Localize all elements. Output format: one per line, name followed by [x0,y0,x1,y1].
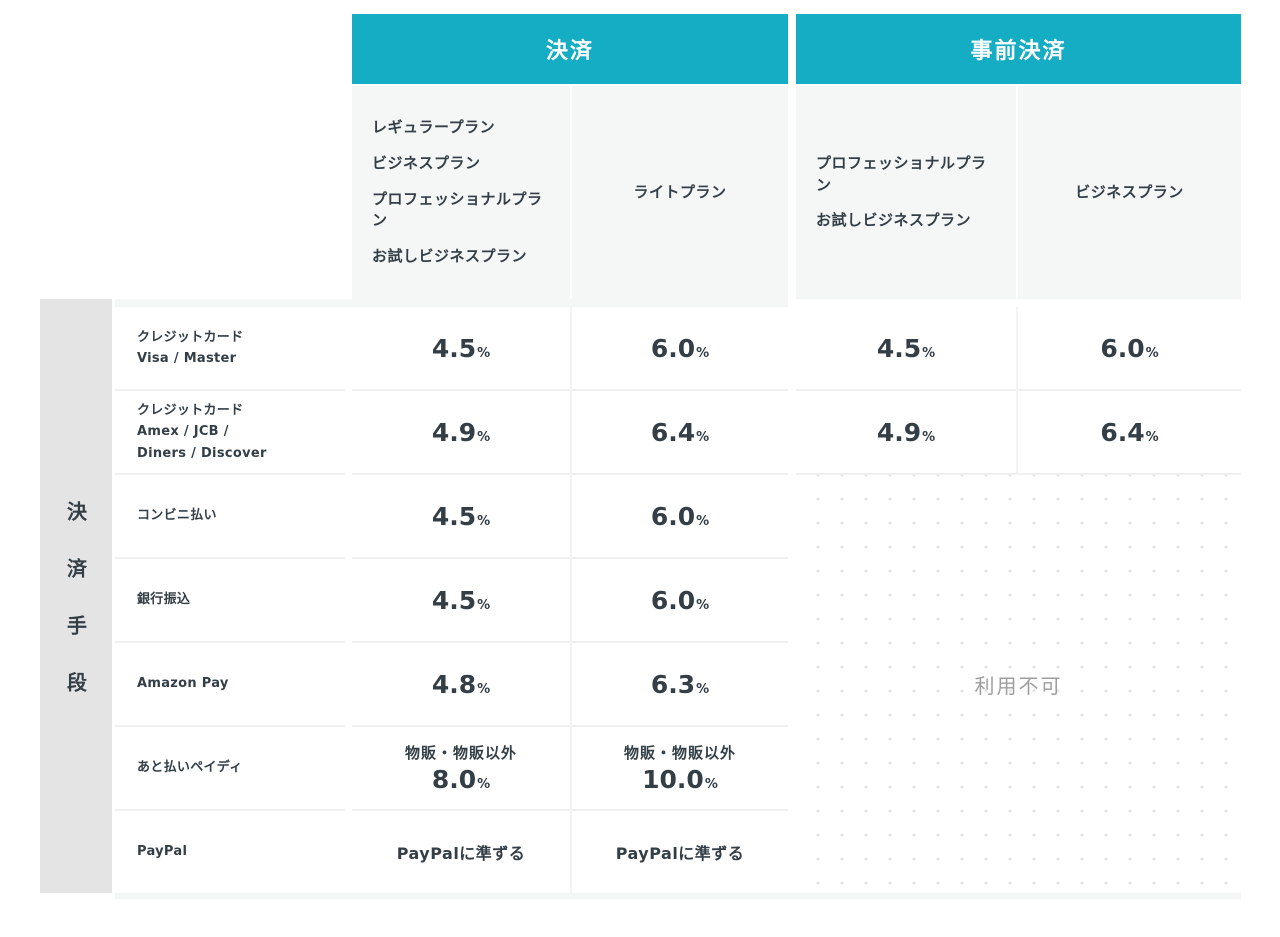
fee-cell: 6.0% [570,307,788,391]
fee-cell: 4.5% [352,475,570,559]
plan-column-header-business: ビジネスプラン [1018,86,1241,299]
row-label-konbini: コンビニ払い [115,475,345,559]
group-header-payment: 決済 [352,14,788,84]
plan-column-header-professional-group: プロフェッショナルプラン お試しビジネスプラン [796,86,1016,299]
plan-name: ビジネスプラン [372,153,481,172]
plan-name: レギュラープラン [372,118,496,137]
fee-cell: 4.5% [352,307,570,391]
row-label-paidy: あと払いペイディ [115,727,345,811]
row-label-line: Amazon Pay [137,676,229,692]
fee-cell: 6.0% [570,559,788,643]
row-label-line: Visa / Master [137,351,237,366]
row-label-line: 銀行振込 [137,592,191,608]
payment-methods-axis: 決済手段 [40,299,112,893]
fee-note: 物販・物販以外 [623,744,736,762]
fee-cell: 6.0% [570,475,788,559]
fee-cell: 6.3% [570,643,788,727]
unavailable-label: 利用不可 [974,673,1063,698]
fee-cell: PayPalに準ずる [352,811,570,895]
fee-note: 物販・物販以外 [404,744,517,762]
row-label-line: Diners / Discover [137,445,267,461]
row-label-line: あと払いペイディ [137,760,243,776]
plan-column-header-regular-group: レギュラープラン ビジネスプラン プロフェッショナルプラン お試しビジネスプラン [352,86,570,299]
fee-cell: PayPalに準ずる [570,811,788,895]
fee-cell: 4.9% [796,391,1016,475]
plan-name: お試しビジネスプラン [816,211,972,230]
plan-name: プロフェッショナルプラン [816,153,987,194]
row-label-credit-visa-master: クレジットカード Visa / Master [115,307,345,391]
payment-methods-axis-label: 決済手段 [63,500,88,729]
fee-cell: 4.5% [352,559,570,643]
row-label-line: Amex / JCB / [137,424,229,440]
fee-cell: 6.4% [570,391,788,475]
plan-name: お試しビジネスプラン [372,247,528,266]
row-label-line: クレジットカード [137,329,244,345]
fee-cell: 物販・物販以外 8.0% [352,727,570,811]
row-label-line: クレジットカード [137,402,244,418]
row-label-line: コンビニ払い [137,508,217,524]
fee-cell: 4.5% [796,307,1016,391]
row-label-line: PayPal [137,844,188,860]
row-label-bank-transfer: 銀行振込 [115,559,345,643]
table-bottom-divider [115,893,1241,899]
plan-name: プロフェッショナルプラン [372,189,543,230]
fee-cell: 6.4% [1016,391,1241,475]
plan-name: ビジネスプラン [1075,182,1184,201]
row-label-amazon-pay: Amazon Pay [115,643,345,727]
fee-cell: 物販・物販以外 10.0% [570,727,788,811]
table-top-divider [115,299,788,307]
row-label-paypal: PayPal [115,811,345,895]
unavailable-region: 利用不可 [796,475,1241,893]
plan-column-header-light: ライトプラン [572,86,788,299]
group-header-advance-payment: 事前決済 [796,14,1241,84]
fee-cell: 6.0% [1016,307,1241,391]
plan-name: ライトプラン [633,182,727,201]
row-label-credit-amex-jcb: クレジットカード Amex / JCB / Diners / Discover [115,391,345,475]
fee-cell: 4.9% [352,391,570,475]
fee-cell: 4.8% [352,643,570,727]
